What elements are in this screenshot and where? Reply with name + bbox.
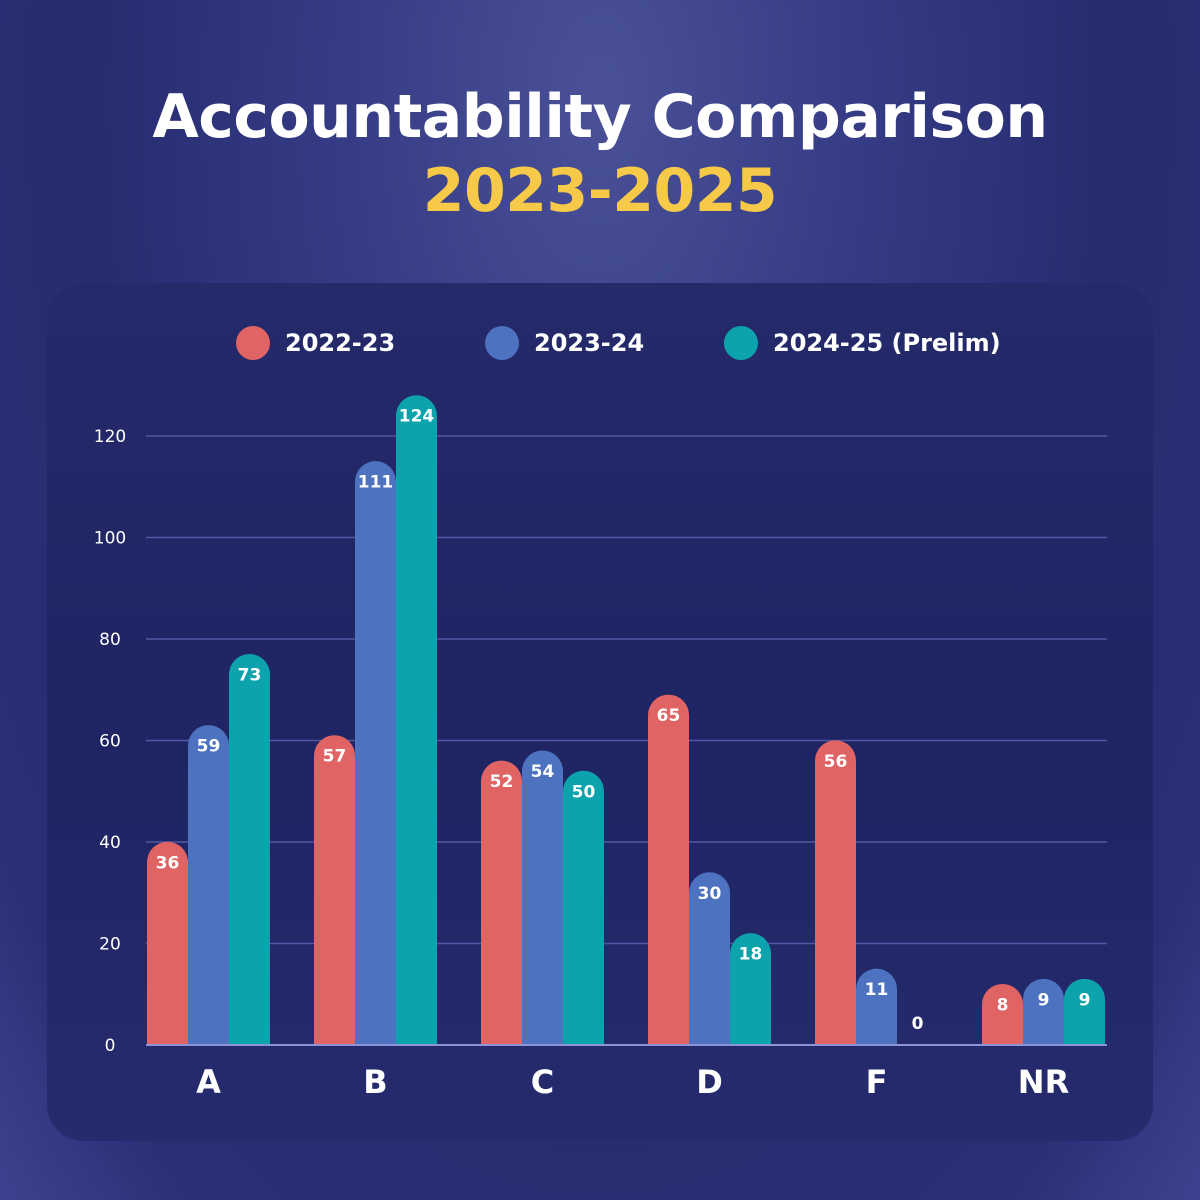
- legend-item-2023-24: 2023-24: [485, 326, 644, 360]
- x-tick-label: D: [696, 1063, 723, 1101]
- data-label: 50: [572, 782, 596, 802]
- chart-title: Accountability Comparison: [152, 82, 1048, 152]
- bar: [648, 694, 689, 1045]
- data-label: 11: [865, 980, 889, 1000]
- data-label: 30: [698, 884, 722, 904]
- bar: [689, 872, 730, 1045]
- data-label: 111: [358, 473, 394, 493]
- bar: [147, 841, 188, 1045]
- data-label: 0: [912, 1014, 924, 1034]
- chart-subtitle-years: 2023-2025: [422, 156, 778, 226]
- bar: [480, 760, 522, 1045]
- legend-swatch-2024-25: [724, 326, 758, 360]
- legend-swatch-2022-23: [236, 326, 270, 360]
- bar: [1064, 978, 1105, 1045]
- data-label: 65: [657, 706, 681, 726]
- legend: 2022-23 2023-24 2024-25 (Prelim): [0, 326, 1200, 366]
- bar: [815, 740, 856, 1045]
- y-tick-label: 40: [99, 833, 121, 853]
- data-label: 9: [1079, 990, 1091, 1010]
- data-label: 9: [1038, 990, 1050, 1010]
- x-tick-label: B: [363, 1063, 387, 1101]
- data-label: 8: [997, 995, 1009, 1015]
- y-tick-label: 120: [94, 427, 126, 447]
- bar: [314, 735, 355, 1045]
- y-tick-label: 100: [94, 529, 126, 549]
- x-tick-label: C: [531, 1063, 554, 1101]
- bar: [856, 968, 897, 1045]
- data-label: 57: [323, 747, 347, 767]
- y-tick-label: 60: [99, 732, 121, 752]
- legend-label-2024-25: 2024-25 (Prelim): [773, 329, 1001, 357]
- data-label: 52: [490, 772, 514, 792]
- bar: [1023, 978, 1064, 1045]
- data-label: 56: [824, 752, 848, 772]
- data-label: 59: [197, 737, 221, 757]
- legend-swatch-2023-24: [485, 326, 519, 360]
- bar: [229, 654, 270, 1045]
- data-label: 54: [531, 762, 555, 782]
- bar: [188, 725, 229, 1045]
- y-tick-label: 80: [99, 630, 121, 650]
- data-label: 36: [156, 853, 180, 873]
- x-tick-label: NR: [1018, 1063, 1069, 1101]
- legend-item-2024-25: 2024-25 (Prelim): [724, 326, 1001, 360]
- data-label: 18: [739, 945, 763, 965]
- data-label: 124: [399, 407, 435, 427]
- x-tick-label: F: [866, 1063, 888, 1101]
- bar: [522, 750, 563, 1045]
- bar: [563, 770, 604, 1045]
- legend-item-2022-23: 2022-23: [236, 326, 395, 360]
- data-label: 73: [238, 666, 262, 686]
- bar: [730, 933, 771, 1045]
- bar: [355, 461, 396, 1046]
- x-tick-label: A: [196, 1063, 221, 1101]
- bar: [982, 983, 1023, 1045]
- legend-label-2023-24: 2023-24: [534, 329, 645, 357]
- y-tick-label: 0: [105, 1036, 116, 1056]
- bar: [396, 395, 437, 1045]
- legend-label-2022-23: 2022-23: [285, 329, 396, 357]
- y-tick-label: 20: [99, 935, 121, 955]
